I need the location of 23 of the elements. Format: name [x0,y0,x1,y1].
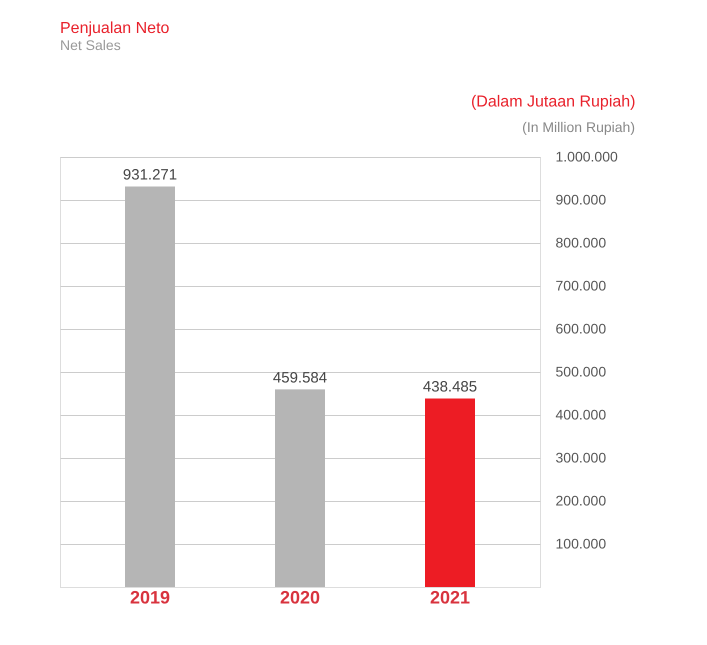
bar [275,389,325,587]
y-tick-label: 100.000 [556,536,606,552]
chart-title: Penjualan Neto [60,20,170,37]
bar [125,186,175,587]
y-tick-label: 900.000 [556,192,606,208]
bar [425,398,475,587]
y-tick-label: 700.000 [556,278,606,294]
y-tick-label: 800.000 [556,234,606,250]
y-tick-label: 1.000.000 [556,148,618,164]
data-label: 459.584 [272,369,328,386]
data-label: 438.485 [422,378,478,396]
chart-subtitle: Net Sales [60,37,121,53]
x-tick-label: 2020 [280,588,320,608]
x-tick-label: 2021 [430,588,470,608]
data-label: 931.271 [122,166,178,184]
y-tick-label: 400.000 [556,406,606,422]
text: (In Million Rupiah) [522,119,635,135]
y-tick-label: 200.000 [556,492,606,508]
y-tick-label: 500.000 [556,364,606,380]
y-axis-title: (Dalam Jutaan Rupiah) [470,94,636,110]
y-tick-label: 600.000 [556,320,606,336]
y-tick-label: 300.000 [556,450,606,466]
x-tick-label: 2019 [130,588,170,608]
